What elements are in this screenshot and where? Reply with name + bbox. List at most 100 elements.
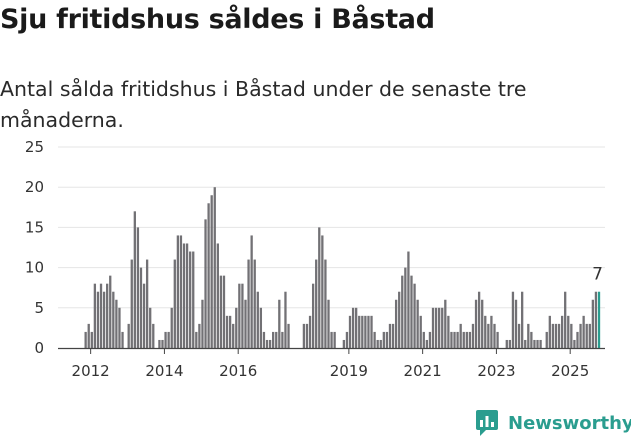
bar (164, 331, 167, 348)
bar (244, 299, 247, 348)
bar (536, 339, 539, 348)
bar (456, 331, 459, 348)
y-tick-label: 25 (25, 138, 44, 156)
bar (185, 243, 189, 348)
bar (173, 259, 176, 348)
x-tick-label: 2023 (477, 362, 515, 380)
bar (333, 331, 336, 348)
bar (453, 331, 456, 348)
bar (247, 259, 250, 348)
bar (167, 331, 170, 348)
bar (394, 299, 398, 348)
bar (133, 211, 136, 348)
bar (87, 323, 90, 348)
bars (84, 187, 601, 348)
bar (228, 315, 232, 348)
bar (385, 331, 389, 348)
bar (272, 331, 275, 348)
bar (560, 315, 564, 348)
bar (321, 235, 324, 348)
bar (431, 307, 435, 348)
bar (434, 307, 438, 348)
bar (398, 291, 401, 348)
x-tick-label: 2021 (404, 362, 442, 380)
bar (311, 283, 315, 348)
bar (238, 283, 241, 348)
y-tick-label: 15 (25, 218, 44, 236)
bar (256, 291, 259, 348)
y-tick-label: 0 (34, 339, 44, 357)
bar (90, 331, 93, 348)
bar (441, 307, 444, 348)
bar (567, 315, 570, 348)
bar (585, 323, 588, 348)
bar (557, 323, 561, 348)
bar-chart-logo-icon (476, 410, 498, 436)
bar (348, 315, 352, 348)
bar (127, 323, 130, 348)
bar (379, 339, 382, 348)
bar (447, 315, 450, 348)
bar (428, 331, 432, 348)
bar (401, 275, 404, 348)
bar (551, 323, 555, 348)
bar (468, 331, 472, 348)
bar (514, 299, 518, 348)
bar (554, 323, 558, 348)
bar (201, 299, 204, 348)
data-labels: 7 (592, 265, 603, 285)
bar (96, 291, 100, 348)
bar (284, 291, 287, 348)
bar (106, 283, 109, 348)
bar (189, 251, 192, 348)
bar (351, 307, 355, 348)
x-tick-label: 2016 (219, 362, 257, 380)
bar (444, 299, 447, 348)
bar (496, 331, 499, 348)
bar (192, 251, 195, 348)
bar (219, 275, 223, 348)
bar (358, 315, 361, 348)
bar (382, 331, 385, 348)
bar (102, 291, 106, 348)
bar (235, 307, 238, 348)
bar (367, 315, 370, 348)
bar (594, 291, 598, 348)
bar (493, 323, 496, 348)
bar (548, 315, 551, 348)
bar (182, 243, 186, 348)
bar (404, 267, 407, 348)
bar (318, 227, 321, 348)
x-tick-label: 2019 (330, 362, 368, 380)
bar (487, 323, 490, 348)
bar (524, 339, 527, 348)
brand-name: Newsworthy (508, 412, 631, 434)
bar (579, 323, 582, 348)
bar (158, 339, 161, 348)
bar (413, 283, 416, 348)
x-tick-label: 2012 (72, 362, 110, 380)
bar (545, 331, 548, 348)
bar (474, 299, 478, 348)
bar (118, 307, 121, 348)
bar (115, 299, 118, 348)
bar (533, 339, 536, 348)
bar (330, 331, 333, 348)
bar (145, 259, 149, 348)
bar (573, 339, 576, 348)
bar (564, 291, 567, 348)
bar (142, 283, 146, 348)
bar (253, 259, 256, 348)
bar (204, 219, 207, 348)
bar (287, 323, 290, 348)
bar (527, 323, 530, 348)
bar (373, 331, 376, 348)
bar (225, 315, 229, 348)
x-tick-label: 2014 (145, 362, 183, 380)
bar (308, 315, 312, 348)
bar (327, 299, 330, 348)
bar (275, 331, 278, 348)
chart-subtitle: Antal sålda fritidshus i Båstad under de… (0, 77, 527, 132)
bar (521, 291, 524, 348)
